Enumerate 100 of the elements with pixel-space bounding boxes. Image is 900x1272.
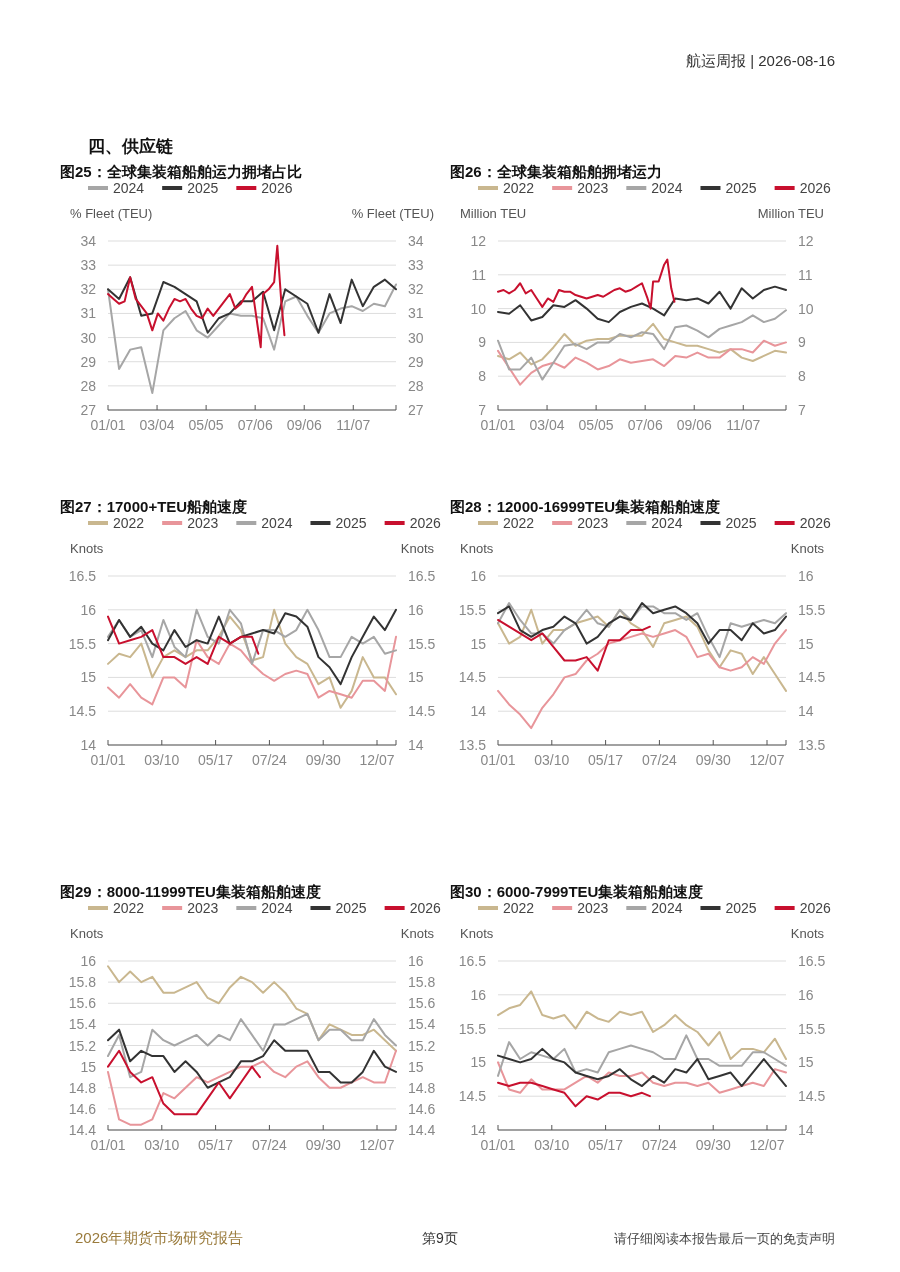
x-tick-label: 07/06 — [627, 417, 663, 433]
y2-tick-label: 14 — [798, 1122, 814, 1138]
legend-label: 2022 — [503, 515, 535, 531]
y2-tick-label: 15 — [408, 1058, 424, 1075]
y-tick-label: 15 — [470, 635, 487, 652]
y-tick-label: 15.8 — [68, 974, 97, 991]
legend-label: 2025 — [335, 900, 367, 916]
y-axis-title: Knots — [460, 926, 494, 941]
legend-label: 2026 — [409, 515, 441, 531]
y-tick-label: 15.4 — [68, 1016, 97, 1033]
x-tick-label: 01/01 — [480, 752, 516, 768]
y-tick-label: 34 — [80, 233, 97, 249]
x-tick-label: 03/10 — [534, 1137, 570, 1153]
legend-label: 2022 — [503, 180, 535, 196]
legend-label: 2025 — [725, 180, 757, 196]
y2-axis-title: Knots — [790, 541, 825, 556]
x-tick-label: 12/07 — [359, 752, 395, 768]
y2-tick-label: 15.6 — [408, 995, 436, 1012]
y2-tick-label: 16 — [408, 601, 424, 618]
y2-axis-title: Knots — [400, 926, 435, 941]
y2-tick-label: 14 — [408, 737, 424, 753]
y-axis-title: % Fleet (TEU) — [70, 206, 153, 221]
y2-tick-label: 14.5 — [408, 703, 436, 720]
y2-tick-label: 14.6 — [408, 1100, 436, 1117]
y2-tick-label: 15.5 — [798, 1020, 826, 1037]
x-tick-label: 07/24 — [251, 752, 288, 768]
y-tick-label: 14.5 — [68, 703, 97, 720]
y2-tick-label: 16 — [798, 986, 814, 1003]
y2-axis-title: % Fleet (TEU) — [351, 206, 434, 221]
x-tick-label: 09/06 — [676, 417, 712, 433]
y-tick-label: 14 — [470, 703, 487, 720]
y-tick-label: 31 — [80, 305, 97, 322]
y2-tick-label: 34 — [408, 233, 424, 249]
y2-axis-title: Million TEU — [757, 206, 824, 221]
legend-label: 2023 — [187, 900, 219, 916]
x-tick-label: 01/01 — [90, 752, 126, 768]
y-axis-title: Knots — [70, 926, 104, 941]
x-tick-label: 09/30 — [305, 1137, 341, 1153]
x-tick-label: 05/17 — [588, 752, 624, 768]
y-tick-label: 15 — [80, 669, 97, 686]
y-tick-label: 16 — [80, 601, 97, 618]
legend-label: 2026 — [409, 900, 441, 916]
y2-axis-title: Knots — [400, 541, 435, 556]
y-axis-title: Million TEU — [460, 206, 527, 221]
y2-tick-label: 15.4 — [408, 1016, 436, 1033]
legend-label: 2023 — [577, 515, 609, 531]
legend-label: 2023 — [187, 515, 219, 531]
y-tick-label: 14.6 — [68, 1100, 97, 1117]
legend-label: 2024 — [651, 180, 683, 196]
y2-tick-label: 14 — [798, 703, 814, 720]
y-tick-label: 28 — [80, 377, 97, 394]
y-tick-label: 16 — [470, 568, 487, 584]
y-tick-label: 14 — [80, 737, 97, 753]
x-tick-label: 03/10 — [144, 752, 180, 768]
y-tick-label: 14 — [470, 1122, 487, 1138]
y-tick-label: 15.5 — [68, 635, 97, 652]
y-tick-label: 30 — [80, 329, 97, 346]
y2-tick-label: 32 — [408, 281, 424, 298]
y2-tick-label: 16.5 — [798, 953, 826, 969]
y2-tick-label: 33 — [408, 257, 424, 274]
y-tick-label: 9 — [478, 334, 487, 351]
y-axis-title: Knots — [460, 541, 494, 556]
y2-tick-label: 12 — [798, 233, 814, 249]
chart-title: 图30：6000-7999TEU集装箱船舶速度 — [450, 883, 704, 900]
y-tick-label: 14.5 — [458, 1088, 487, 1105]
x-tick-label: 01/01 — [480, 1137, 516, 1153]
x-tick-label: 03/10 — [144, 1137, 180, 1153]
y2-tick-label: 15.8 — [408, 974, 436, 991]
legend-label: 2025 — [725, 515, 757, 531]
x-tick-label: 07/24 — [641, 1137, 678, 1153]
y-tick-label: 29 — [80, 353, 97, 370]
x-tick-label: 12/07 — [359, 1137, 395, 1153]
y2-tick-label: 14.5 — [798, 669, 826, 686]
y-axis-title: Knots — [70, 541, 104, 556]
y2-tick-label: 27 — [408, 402, 424, 418]
legend-label: 2023 — [577, 900, 609, 916]
y-tick-label: 15.6 — [68, 995, 97, 1012]
legend-label: 2024 — [113, 180, 145, 196]
y2-tick-label: 29 — [408, 353, 424, 370]
y2-axis-title: Knots — [790, 926, 825, 941]
chart-title: 图29：8000-11999TEU集装箱船舶速度 — [60, 883, 321, 900]
y2-tick-label: 14.8 — [408, 1079, 436, 1096]
legend-label: 2026 — [799, 180, 831, 196]
legend-label: 2024 — [651, 515, 683, 531]
text: 2026年期货市场研究报告 — [75, 1229, 244, 1246]
y2-tick-label: 30 — [408, 329, 424, 346]
x-tick-label: 09/30 — [695, 752, 731, 768]
y2-tick-label: 15 — [798, 635, 814, 652]
y-tick-label: 15 — [470, 1054, 487, 1071]
y2-tick-label: 8 — [798, 368, 806, 385]
y-tick-label: 10 — [470, 300, 487, 317]
x-tick-label: 07/24 — [251, 1137, 288, 1153]
y2-tick-label: 16 — [408, 953, 424, 969]
y2-tick-label: 15.5 — [798, 601, 826, 618]
y-tick-label: 32 — [80, 281, 97, 298]
y2-tick-label: 15 — [408, 669, 424, 686]
x-tick-label: 09/06 — [286, 417, 322, 433]
x-tick-label: 05/05 — [188, 417, 224, 433]
y2-tick-label: 13.5 — [798, 737, 826, 753]
text: 第9页 — [422, 1230, 458, 1246]
